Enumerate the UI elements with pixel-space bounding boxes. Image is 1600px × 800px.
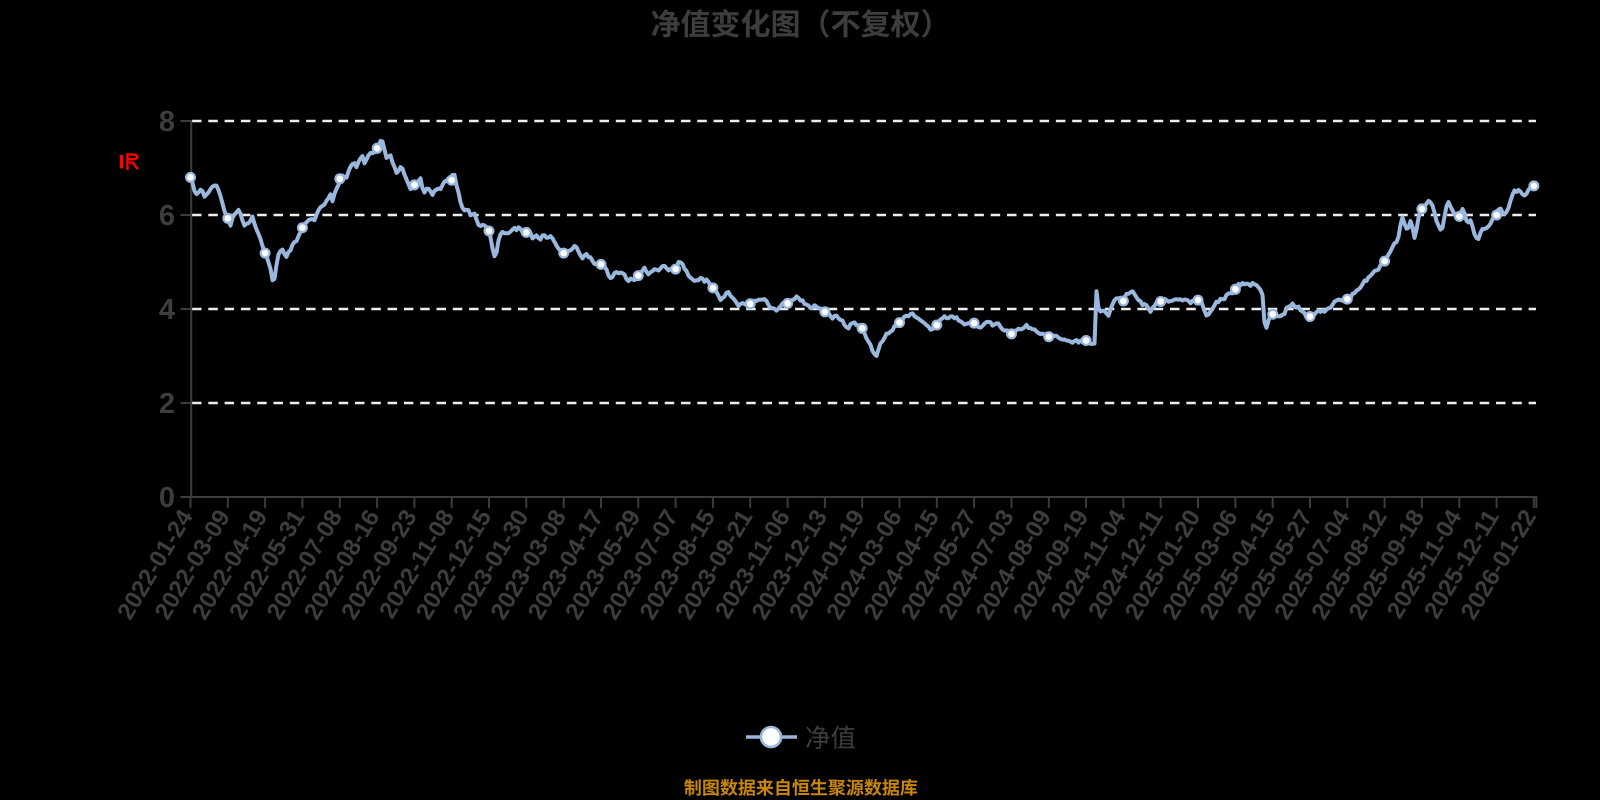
svg-text:8: 8: [159, 106, 175, 138]
svg-text:0: 0: [159, 482, 175, 514]
svg-text:2: 2: [159, 388, 175, 420]
svg-text:4: 4: [159, 294, 175, 326]
svg-text:6: 6: [159, 200, 175, 232]
